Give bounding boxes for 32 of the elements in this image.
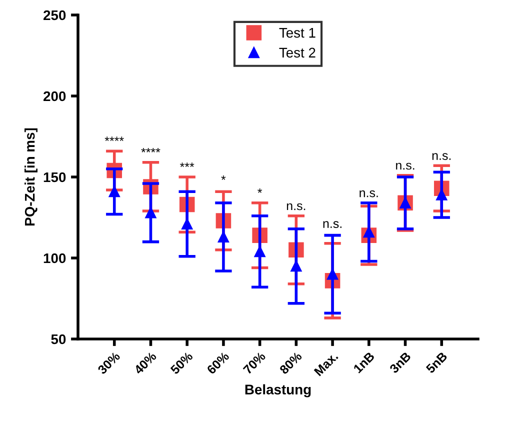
point — [218, 231, 230, 242]
annotation: n.s. — [286, 203, 306, 210]
annotation: n.s. — [360, 190, 378, 198]
point — [436, 189, 448, 200]
annotation: **** — [104, 136, 124, 142]
annotation: * — [258, 188, 262, 193]
point — [326, 268, 338, 280]
point — [290, 260, 302, 272]
x-tick-label: 70% — [242, 351, 266, 375]
annotation: *** — [180, 162, 194, 167]
x-tick-label: 40% — [133, 351, 157, 375]
legend-label: Test 2 — [279, 48, 316, 58]
x-tick-label: 1nB — [353, 352, 375, 374]
y-tick-label: 200 — [44, 91, 66, 102]
legend-label: Test 1 — [279, 28, 316, 38]
point — [145, 207, 156, 218]
y-axis-title: PQ-Zeit [in ms] — [24, 128, 38, 226]
x-tick-label: 5nB — [426, 352, 448, 374]
x-tick-label: 3nB — [389, 351, 412, 374]
y-tick-label: 100 — [44, 253, 66, 264]
annotation: * — [221, 176, 226, 180]
x-axis-title: Belastung — [245, 384, 311, 398]
annotation: n.s. — [396, 162, 414, 170]
y-tick-label: 250 — [44, 10, 66, 20]
annotation: n.s. — [432, 153, 451, 160]
point — [182, 218, 193, 230]
annotation: **** — [141, 148, 160, 152]
point — [108, 186, 120, 198]
annotation: n.s. — [323, 221, 342, 228]
x-tick-label: 60% — [206, 351, 230, 375]
y-tick-label: 150 — [44, 172, 66, 182]
y-tick-label: 50 — [51, 334, 66, 344]
